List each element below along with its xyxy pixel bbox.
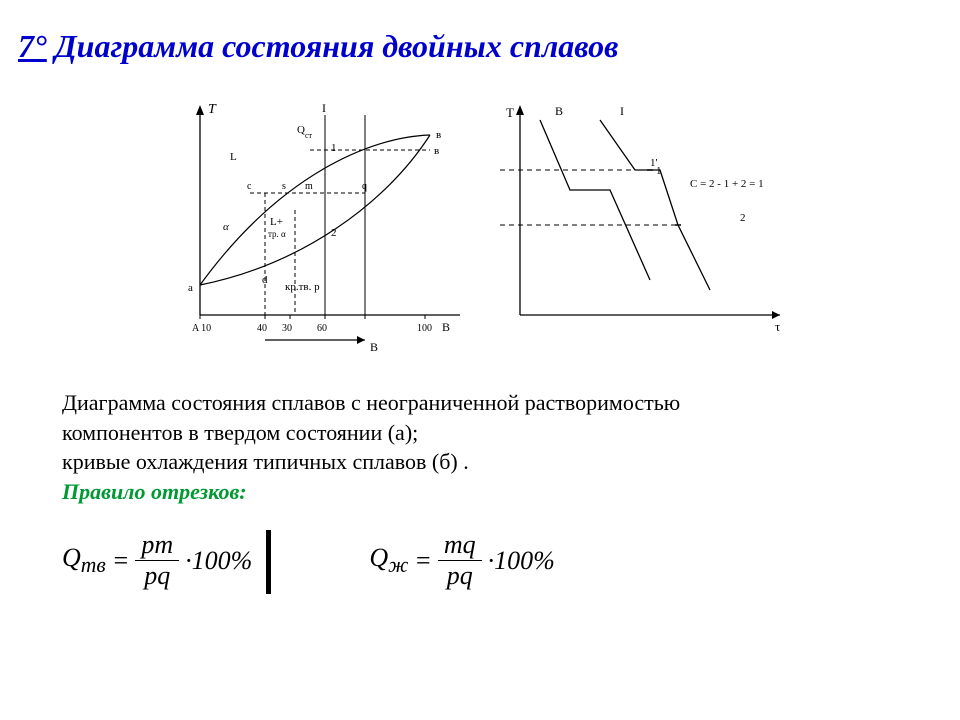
svg-text:T: T xyxy=(208,102,217,117)
svg-text:100: 100 xyxy=(417,323,432,334)
title-prefix: 7° xyxy=(18,28,47,64)
caption-line2: компонентов в твердом состоянии (а); xyxy=(62,420,418,445)
svg-text:1: 1 xyxy=(656,165,662,177)
svg-text:40: 40 xyxy=(257,323,267,334)
svg-text:B: B xyxy=(370,340,378,354)
svg-text:q: q xyxy=(362,181,367,192)
formula-solid: Qтв = pm pq ·100% xyxy=(62,530,258,591)
phase-diagram-figure: T A 10 40 30 60 100 B B Ic s m q в a d 1 2 Qст в Lα L+тр. α к… xyxy=(170,95,790,365)
svg-text:60: 60 xyxy=(317,323,327,334)
svg-text:d: d xyxy=(262,274,268,286)
caption-line1: Диаграмма состояния сплавов с неограниче… xyxy=(62,390,680,415)
diagram-a: T A 10 40 30 60 100 B B Ic s m q в a d 1 2 Qст в Lα L+тр. α к… xyxy=(170,95,500,365)
svg-text:α: α xyxy=(223,221,229,233)
svg-text:I: I xyxy=(620,104,624,118)
svg-text:C = 2 - 1 + 2 = 1: C = 2 - 1 + 2 = 1 xyxy=(690,178,764,190)
svg-text:тр. α: тр. α xyxy=(268,229,286,239)
svg-text:A 10: A 10 xyxy=(192,323,211,334)
lever-rule-heading: Правило отрезков: xyxy=(62,479,247,504)
svg-text:30: 30 xyxy=(282,323,292,334)
svg-text:в: в xyxy=(434,145,439,157)
title-text: Диаграмма состояния двойных сплавов xyxy=(47,28,619,64)
svg-text:I: I xyxy=(322,101,326,115)
svg-text:m: m xyxy=(305,181,313,192)
svg-text:2: 2 xyxy=(331,227,337,239)
formula-liquid: Qж = mq pq ·100% xyxy=(369,530,560,591)
svg-text:Qст: Qст xyxy=(297,124,313,140)
svg-text:кр.тв. р: кр.тв. р xyxy=(285,281,320,293)
svg-text:в: в xyxy=(436,129,441,141)
page-title: 7° Диаграмма состояния двойных сплавов xyxy=(18,28,618,65)
svg-text:a: a xyxy=(188,282,193,294)
svg-text:T: T xyxy=(506,105,514,120)
svg-text:τ: τ xyxy=(775,319,780,334)
svg-text:B: B xyxy=(555,104,563,118)
svg-text:B: B xyxy=(442,320,450,334)
svg-text:L: L xyxy=(230,151,237,163)
caption-line3: кривые охлаждения типичных сплавов (б) . xyxy=(62,449,469,474)
formulas-block: Qтв = pm pq ·100% Qж = mq pq ·100% xyxy=(62,530,782,620)
text-cursor-icon xyxy=(266,530,271,594)
svg-text:s: s xyxy=(282,181,286,192)
svg-text:2: 2 xyxy=(740,212,746,224)
diagram-b: TτBI1'21C = 2 - 1 + 2 = 1 xyxy=(500,95,800,365)
svg-text:L+: L+ xyxy=(270,216,283,228)
svg-text:1: 1 xyxy=(331,142,337,154)
svg-text:c: c xyxy=(247,181,252,192)
figure-caption: Диаграмма состояния сплавов с неограниче… xyxy=(62,388,680,507)
